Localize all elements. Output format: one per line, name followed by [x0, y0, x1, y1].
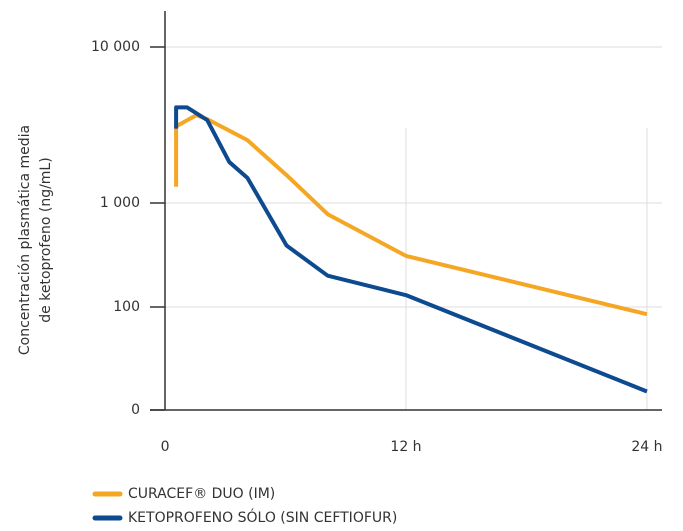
y-tick-label: 1 000: [100, 195, 140, 211]
series-line: [174, 105, 648, 394]
y-axis-label: de ketoprofeno (ng/mL): [38, 157, 54, 322]
legend-label: CURACEF® DUO (IM): [128, 486, 275, 502]
x-tick-label: 24 h: [631, 439, 662, 455]
legend-label: KETOPROFENO SÓLO (SIN CEFTIOFUR): [128, 508, 397, 526]
x-tick-label: 0: [161, 439, 170, 455]
y-tick-label: 100: [113, 299, 140, 315]
x-tick-label: 12 h: [390, 439, 421, 455]
y-tick-label: 0: [131, 402, 140, 418]
y-tick-label: 10 000: [91, 39, 140, 55]
y-axis-label: Concentración plasmática media: [17, 125, 33, 355]
series-line: [174, 113, 648, 317]
